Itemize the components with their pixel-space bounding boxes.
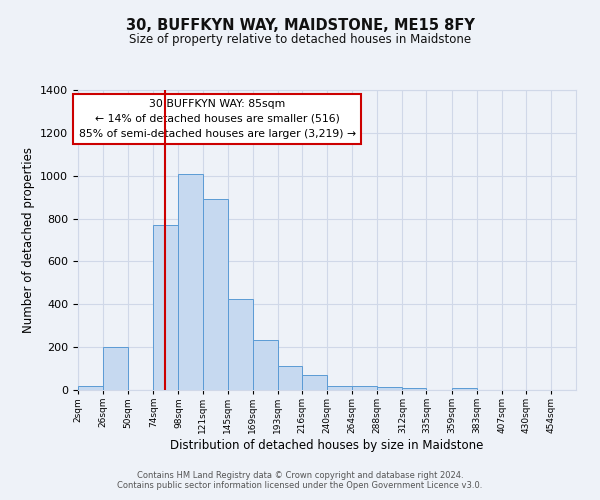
Bar: [377, 387, 403, 390]
Bar: [154, 225, 178, 390]
Bar: [278, 366, 302, 390]
Text: Size of property relative to detached houses in Maidstone: Size of property relative to detached ho…: [129, 32, 471, 46]
Bar: [78, 386, 103, 390]
Text: 30 BUFFKYN WAY: 85sqm
← 14% of detached houses are smaller (516)
85% of semi-det: 30 BUFFKYN WAY: 85sqm ← 14% of detached …: [79, 99, 356, 138]
Bar: [327, 386, 352, 390]
Bar: [403, 388, 427, 390]
Bar: [227, 299, 253, 390]
X-axis label: Distribution of detached houses by size in Maidstone: Distribution of detached houses by size …: [170, 439, 484, 452]
Text: Contains public sector information licensed under the Open Government Licence v3: Contains public sector information licen…: [118, 482, 482, 490]
Text: Contains HM Land Registry data © Crown copyright and database right 2024.: Contains HM Land Registry data © Crown c…: [137, 472, 463, 480]
Bar: [352, 386, 377, 390]
Bar: [253, 340, 278, 390]
Bar: [103, 347, 128, 390]
Bar: [302, 375, 327, 390]
Bar: [452, 388, 476, 390]
Y-axis label: Number of detached properties: Number of detached properties: [22, 147, 35, 333]
Bar: [178, 174, 203, 390]
Text: 30, BUFFKYN WAY, MAIDSTONE, ME15 8FY: 30, BUFFKYN WAY, MAIDSTONE, ME15 8FY: [125, 18, 475, 32]
Bar: [203, 200, 227, 390]
